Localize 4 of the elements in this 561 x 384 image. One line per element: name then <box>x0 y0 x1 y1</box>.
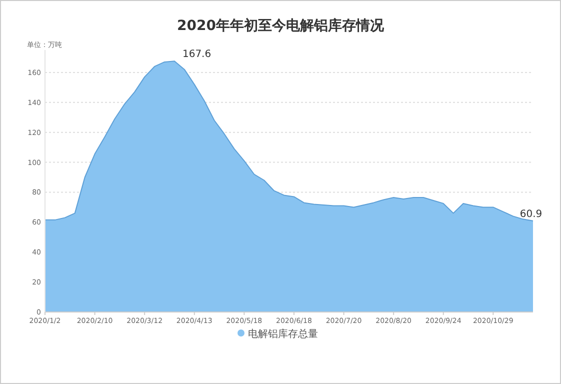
data-label: 167.6 <box>182 49 212 60</box>
chart-title: 2020年年初至今电解铝库存情况 <box>177 17 385 34</box>
legend-label: 电解铝库存总量 <box>248 328 318 340</box>
data-label: 60.9 <box>520 208 542 220</box>
